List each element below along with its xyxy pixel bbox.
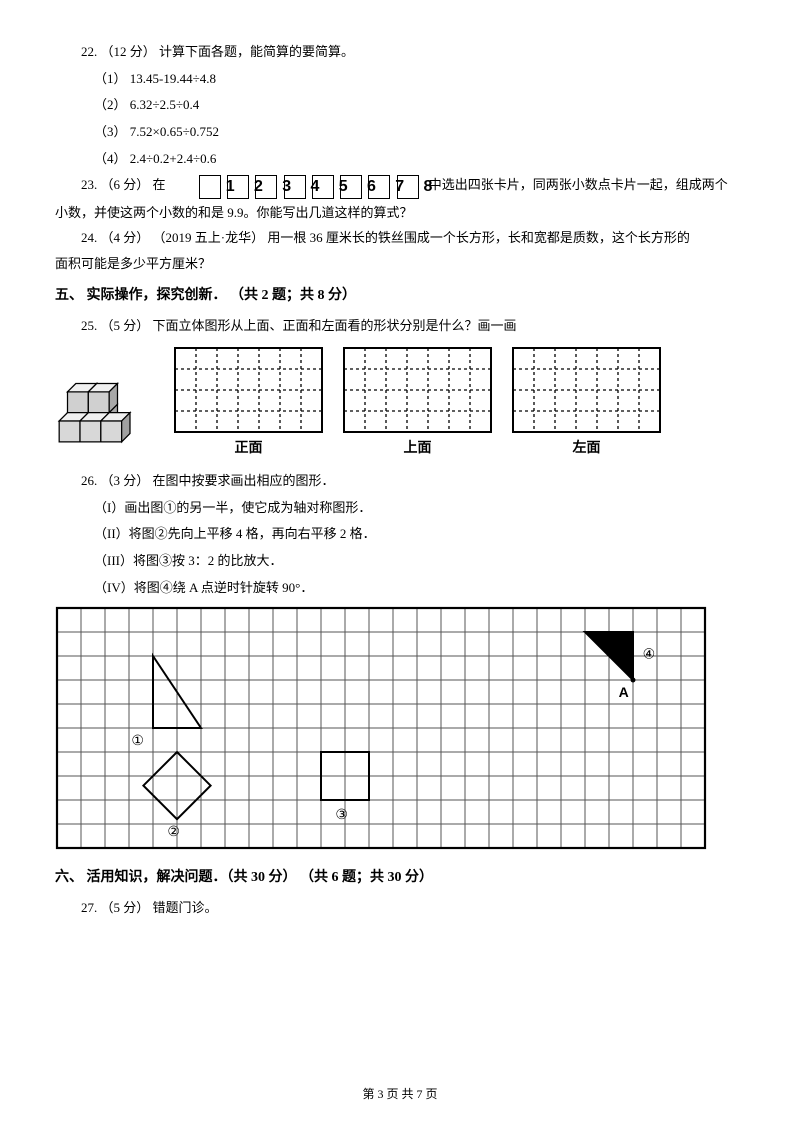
page-footer: 第 3 页 共 7 页 bbox=[0, 1083, 800, 1106]
grid-front: 正面 bbox=[173, 346, 324, 463]
svg-text:③: ③ bbox=[335, 809, 348, 824]
q23-cards: 1 2 3 4 5 6 7 8 bbox=[173, 174, 422, 199]
q26-i3: （III）将图③按 3：2 的比放大． bbox=[81, 549, 745, 574]
cube-figure bbox=[55, 371, 155, 463]
grid-top-svg bbox=[342, 346, 493, 434]
card-8: 8 bbox=[397, 175, 419, 199]
q26-grid-wrap: ① ② ③ ④ A bbox=[55, 606, 745, 859]
card-1: 1 bbox=[199, 175, 221, 199]
q25-title: 25. （5 分） 下面立体图形从上面、正面和左面看的形状分别是什么？画一画 bbox=[55, 314, 745, 339]
q26-title: 26. （3 分） 在图中按要求画出相应的图形． bbox=[55, 469, 745, 494]
svg-text:①: ① bbox=[131, 734, 144, 749]
svg-text:A: A bbox=[619, 684, 629, 700]
label-front: 正面 bbox=[235, 436, 263, 463]
card-5: 5 bbox=[312, 175, 334, 199]
q23-line1: 23. （6 分） 在 1 2 3 4 5 6 7 8 中选出四张卡片，同两张小… bbox=[55, 173, 745, 199]
q22-item-2: （2） 6.32÷2.5÷0.4 bbox=[81, 93, 745, 118]
card-3: 3 bbox=[255, 175, 277, 199]
card-6: 6 bbox=[340, 175, 362, 199]
q23-suffix: 中选出四张卡片，同两张小数点卡片一起，组成两个 bbox=[429, 177, 728, 192]
grid-left-svg bbox=[511, 346, 662, 434]
card-4: 4 bbox=[284, 175, 306, 199]
q27: 27. （5 分） 错题门诊。 bbox=[55, 896, 745, 921]
q24-line2: 面积可能是多少平方厘米？ bbox=[55, 252, 745, 277]
q24-line1: 24. （4 分） （2019 五上·龙华） 用一根 36 厘米长的铁丝围成一个… bbox=[55, 226, 745, 251]
q22-title: 22. （12 分） 计算下面各题，能简算的要简算。 bbox=[55, 40, 745, 65]
grid-top: 上面 bbox=[342, 346, 493, 463]
q26-i2: （II）将图②先向上平移 4 格，再向右平移 2 格． bbox=[81, 522, 745, 547]
svg-text:④: ④ bbox=[643, 648, 656, 663]
section-5: 五、 实际操作，探究创新． （共 2 题；共 8 分） bbox=[55, 283, 745, 310]
q26-i4: （IV）将图④绕 A 点逆时针旋转 90°． bbox=[81, 576, 745, 601]
label-left: 左面 bbox=[573, 436, 601, 463]
q25-figures: 正面 上面 左面 bbox=[55, 346, 745, 463]
grid-front-svg bbox=[173, 346, 324, 434]
label-top: 上面 bbox=[404, 436, 432, 463]
q22-item-3: （3） 7.52×0.65÷0.752 bbox=[81, 120, 745, 145]
q22-item-1: （1） 13.45-19.44÷4.8 bbox=[81, 67, 745, 92]
grid-left: 左面 bbox=[511, 346, 662, 463]
q22-item-4: （4） 2.4÷0.2+2.4÷0.6 bbox=[81, 147, 745, 172]
card-7: 7 bbox=[368, 175, 390, 199]
q23-line2: 小数，并使这两个小数的和是 9.9。你能写出几道这样的算式？ bbox=[55, 201, 745, 226]
card-2: 2 bbox=[227, 175, 249, 199]
q26-grid: ① ② ③ ④ A bbox=[55, 606, 707, 850]
q26-i1: （I）画出图①的另一半，使它成为轴对称图形． bbox=[81, 496, 745, 521]
q23-prefix: 23. （6 分） 在 bbox=[81, 177, 166, 192]
section-6: 六、 活用知识，解决问题．（共 30 分） （共 6 题；共 30 分） bbox=[55, 865, 745, 892]
svg-text:②: ② bbox=[167, 825, 180, 840]
